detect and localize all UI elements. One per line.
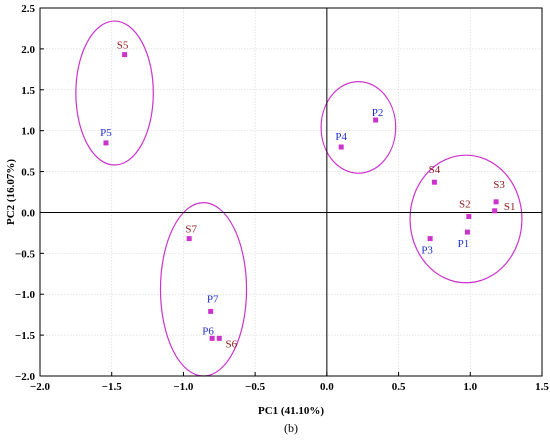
y-tick-label: 2.0 [21, 44, 35, 56]
data-point-p4 [338, 144, 344, 150]
point-label-s1: S1 [504, 201, 516, 213]
point-label-p6: P6 [202, 325, 214, 337]
y-tick-label: 2.5 [21, 3, 35, 15]
point-label-p7: P7 [207, 293, 219, 305]
data-point-p2 [373, 117, 379, 123]
y-tick-label: 1.5 [21, 85, 35, 97]
data-points [103, 52, 499, 341]
point-label-s7: S7 [185, 224, 197, 236]
cluster-ellipse [409, 154, 523, 284]
point-label-p5: P5 [100, 127, 112, 139]
y-tick-label: −1.5 [15, 330, 36, 342]
y-tick-label: 0.0 [21, 207, 35, 219]
point-label-s2: S2 [459, 199, 471, 211]
zero-lines [40, 8, 542, 376]
point-labels: S1 S2 S3 S4 S5 S6 S7 P1 P2 P3 P4 P5 P6 P7 [100, 40, 515, 351]
y-tick-label: −0.5 [15, 248, 36, 260]
data-point-s5 [122, 52, 128, 58]
cluster-ellipse [75, 20, 154, 166]
data-point-s6 [216, 335, 222, 341]
data-point-s4 [431, 179, 437, 185]
y-tick-label: −2.0 [15, 371, 36, 383]
x-tick-label: −1.5 [102, 381, 123, 393]
y-axis-title: PC2 (16.07%) [5, 159, 17, 225]
axis-ticks: −2.0 −1.5 −1.0 −0.5 0.0 0.5 1.0 1.5 −2.0 −1.5 −1.0… [15, 3, 549, 393]
point-label-p2: P2 [372, 107, 384, 119]
data-point-p6 [209, 335, 215, 341]
figure-caption: (b) [284, 421, 298, 435]
y-tick-label: 1.0 [21, 126, 35, 138]
x-tick-label: −2.0 [30, 381, 51, 393]
point-label-s3: S3 [493, 179, 505, 191]
data-point-s7 [186, 236, 192, 242]
data-point-s3 [493, 199, 499, 205]
point-label-s6: S6 [225, 338, 237, 350]
point-label-p4: P4 [335, 131, 347, 143]
point-label-s4: S4 [429, 164, 441, 176]
data-point-s1 [492, 208, 498, 214]
point-label-p3: P3 [421, 245, 433, 257]
x-tick-label: 0.5 [392, 381, 406, 393]
x-tick-label: −1.0 [173, 381, 194, 393]
data-point-p1 [464, 229, 470, 235]
point-label-p1: P1 [458, 238, 470, 250]
x-tick-label: 1.5 [535, 381, 549, 393]
cluster-ellipse [320, 80, 397, 174]
x-tick-label: 0.0 [320, 381, 334, 393]
data-point-p3 [427, 236, 433, 242]
x-tick-label: −0.5 [245, 381, 266, 393]
group-ellipses [75, 20, 523, 377]
x-axis-title: PC1 (41.10%) [258, 405, 324, 417]
x-tick-label: 1.0 [463, 381, 477, 393]
grid [39, 7, 543, 377]
y-tick-label: −1.0 [15, 289, 36, 301]
data-point-s2 [466, 214, 472, 220]
plot-frame [39, 7, 543, 377]
data-point-p7 [208, 308, 214, 314]
point-label-s5: S5 [117, 40, 129, 52]
data-point-p5 [103, 140, 109, 146]
y-tick-label: 0.5 [21, 167, 35, 179]
